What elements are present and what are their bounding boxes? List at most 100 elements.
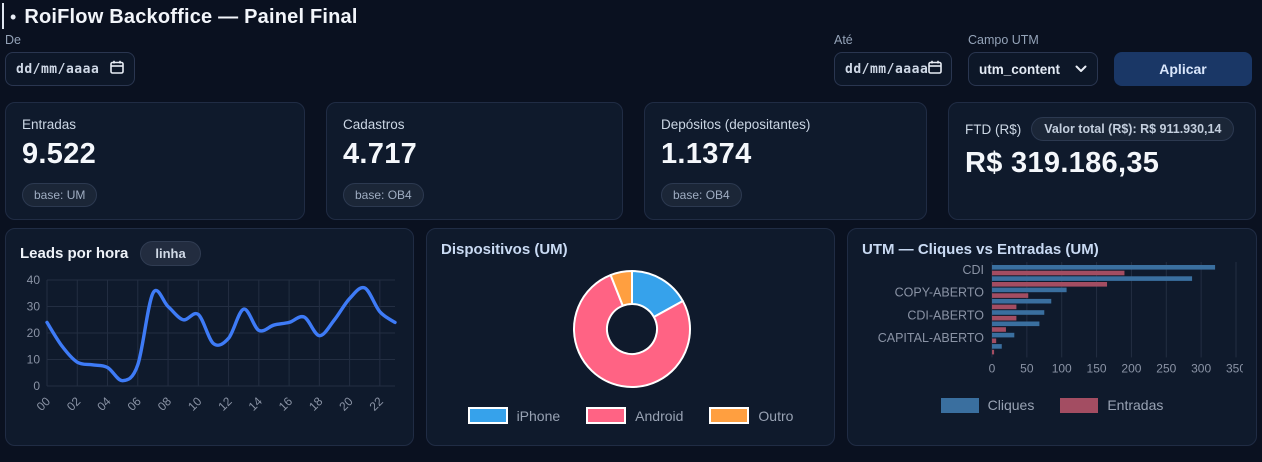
- stat-value: R$ 319.186,35: [965, 147, 1160, 179]
- svg-text:14: 14: [246, 394, 266, 414]
- leads-line-chart: 0 10 20 30 40 00 02 04 06 08 10 12 14 16 18 20 22: [27, 273, 397, 414]
- legend-item-Android[interactable]: Android: [586, 407, 683, 424]
- bar-entradas: [992, 304, 1017, 310]
- date-to-input[interactable]: dd/mm/aaaa: [834, 52, 952, 86]
- legend-item-Cliques[interactable]: Cliques: [940, 397, 1035, 413]
- bar-entradas: [992, 293, 1029, 298]
- svg-text:20: 20: [27, 326, 41, 340]
- stat-label: FTD (R$): [965, 121, 1022, 137]
- stat-value: 9.522: [22, 138, 97, 170]
- svg-text:350: 350: [1226, 361, 1243, 375]
- bar-cliques: [992, 321, 1040, 327]
- stat-base-badge: base: OB4: [661, 183, 742, 207]
- utm-field-group: Campo UTM utm_content: [968, 33, 1098, 86]
- svg-text:12: 12: [215, 394, 235, 414]
- bar-entradas: [992, 327, 1006, 332]
- bar-cliques: [992, 310, 1045, 315]
- donut-slice-Outro: [609, 270, 633, 307]
- charts-row: Leads por hora linha 0 10 20 30 40 00 02 04 06 08…: [0, 220, 1262, 446]
- calendar-icon[interactable]: [110, 60, 124, 79]
- svg-text:30: 30: [27, 300, 41, 314]
- page-title: RoiFlow Backoffice — Painel Final: [24, 6, 358, 28]
- svg-text:CDI-ABERTO: CDI-ABERTO: [907, 308, 984, 322]
- svg-text:02: 02: [64, 394, 84, 414]
- apply-button[interactable]: Aplicar: [1114, 52, 1252, 86]
- legend-swatch: [709, 407, 750, 424]
- stat-value: 1.1374: [661, 138, 752, 170]
- svg-text:200: 200: [1121, 361, 1141, 375]
- svg-text:10: 10: [185, 394, 205, 414]
- bar-cliques: [992, 287, 1067, 293]
- utm-legend: Cliques Entradas: [862, 397, 1242, 413]
- leads-chart-card: Leads por hora linha 0 10 20 30 40 00 02 04 06 08…: [5, 228, 414, 446]
- date-from-label: De: [5, 33, 21, 47]
- donut-slice-Android: [573, 274, 691, 388]
- grid-lines: [46, 279, 395, 387]
- stat-card-ftd: FTD (R$) Valor total (R$): R$ 911.930,14…: [948, 102, 1256, 220]
- svg-text:100: 100: [1052, 361, 1072, 375]
- legend-label: Cliques: [987, 397, 1035, 413]
- bar-cliques: [992, 344, 1002, 349]
- calendar-icon[interactable]: [928, 60, 943, 79]
- stat-label: Entradas: [22, 117, 77, 132]
- date-to-value: dd/mm/aaaa: [845, 61, 929, 77]
- utm-field-select[interactable]: utm_content: [968, 52, 1098, 86]
- ftd-total-badge: Valor total (R$): R$ 911.930,14: [1031, 117, 1235, 141]
- text-cursor: [2, 3, 4, 29]
- bar-entradas: [992, 315, 1017, 321]
- svg-text:10: 10: [27, 353, 41, 367]
- svg-text:COPY-ABERTO: COPY-ABERTO: [895, 286, 985, 300]
- legend-label: iPhone: [516, 407, 561, 424]
- bar-cliques: [992, 265, 1216, 270]
- stat-label: Depósitos (depositantes): [661, 117, 811, 132]
- stats-row: Entradas 9.522 base: UM Cadastros 4.717 …: [0, 86, 1262, 220]
- svg-text:06: 06: [125, 394, 145, 414]
- stat-card-entradas: Entradas 9.522 base: UM: [5, 102, 305, 220]
- utm-field-label: Campo UTM: [968, 33, 1039, 47]
- filter-right-cluster: Até dd/mm/aaaa Campo UTM utm_content Apl…: [834, 33, 1252, 86]
- stat-base-badge: base: UM: [22, 183, 98, 207]
- svg-text:18: 18: [306, 394, 326, 414]
- bar-entradas: [992, 282, 1108, 287]
- svg-text:0: 0: [989, 361, 996, 375]
- svg-text:22: 22: [367, 394, 387, 414]
- stat-value: 4.717: [343, 138, 418, 170]
- svg-text:08: 08: [155, 394, 175, 414]
- leads-chart-title: Leads por hora: [20, 245, 129, 262]
- svg-text:250: 250: [1156, 361, 1176, 375]
- bar-entradas: [992, 349, 995, 355]
- legend-swatch: [1060, 397, 1099, 413]
- utm-field-value: utm_content: [979, 61, 1060, 77]
- legend-label: Entradas: [1107, 397, 1164, 413]
- stat-card-cadastros: Cadastros 4.717 base: OB4: [326, 102, 623, 220]
- svg-text:04: 04: [94, 394, 114, 414]
- svg-text:CAPITAL-ABERTO: CAPITAL-ABERTO: [878, 331, 985, 345]
- devices-legend: iPhone Android Outro: [441, 407, 820, 424]
- bar-cliques: [992, 298, 1052, 304]
- utm-chart-title: UTM — Cliques vs Entradas (UM): [862, 241, 1099, 258]
- devices-chart-title: Dispositivos (UM): [441, 241, 568, 258]
- stat-card-depositos: Depósitos (depositantes) 1.1374 base: OB…: [644, 102, 927, 220]
- legend-item-Outro[interactable]: Outro: [709, 407, 793, 424]
- bar-entradas: [992, 270, 1125, 276]
- utm-bar-chart: 0 50 100 150 200 250 300 350 CDI COPY-ABERTO CDI-A…: [878, 262, 1246, 375]
- devices-chart-card: Dispositivos (UM) iPhone Android Outro: [426, 228, 835, 446]
- filter-bar: De dd/mm/aaaa Até dd/mm/aaaa Campo UTM u…: [0, 29, 1262, 86]
- legend-item-iPhone[interactable]: iPhone: [467, 407, 561, 424]
- svg-text:CDI: CDI: [962, 263, 984, 277]
- svg-text:0: 0: [33, 379, 40, 393]
- date-from-input[interactable]: dd/mm/aaaa: [5, 52, 135, 86]
- line-mode-badge: linha: [140, 241, 201, 266]
- legend-item-Entradas[interactable]: Entradas: [1060, 397, 1163, 413]
- svg-text:50: 50: [1020, 361, 1034, 375]
- devices-donut-chart: [573, 270, 691, 388]
- svg-text:150: 150: [1087, 361, 1107, 375]
- title-bullet: •: [10, 7, 17, 27]
- legend-swatch: [940, 397, 979, 413]
- stat-base-badge: base: OB4: [343, 183, 424, 207]
- date-from-group: De dd/mm/aaaa: [5, 33, 135, 86]
- date-from-value: dd/mm/aaaa: [16, 61, 100, 77]
- legend-label: Outro: [758, 407, 794, 424]
- svg-text:16: 16: [276, 394, 296, 414]
- bar-cliques: [992, 276, 1193, 281]
